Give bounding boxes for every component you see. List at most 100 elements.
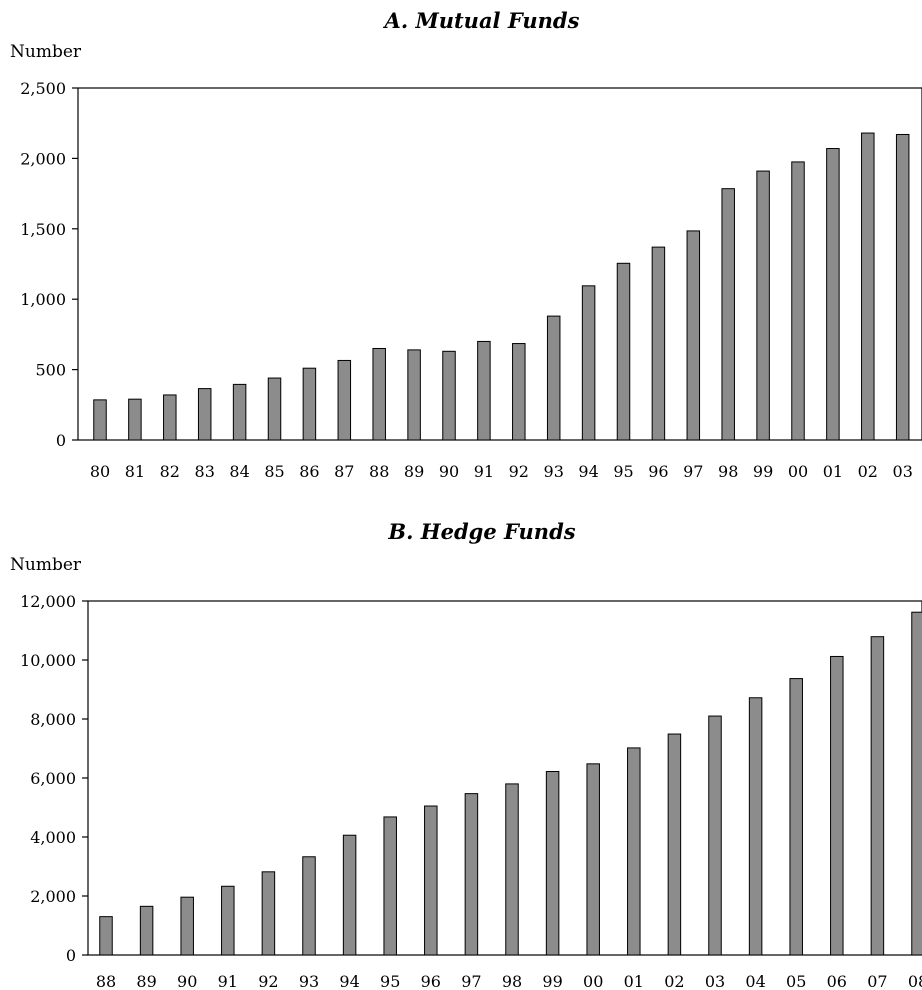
y-tick-label: 2,000 (20, 149, 66, 168)
bar (232, 383, 247, 441)
bar (407, 349, 421, 441)
bar (581, 285, 596, 441)
bar (342, 834, 357, 956)
x-tick-label: 97 (461, 972, 481, 990)
x-tick-label: 04 (745, 972, 765, 990)
x-tick-label: 08 (908, 972, 922, 990)
x-tick-label: 88 (369, 462, 389, 481)
x-tick-label: 97 (683, 462, 703, 481)
y-tick-label: 500 (35, 361, 66, 380)
bar (616, 262, 631, 441)
bar (686, 230, 701, 441)
bar (861, 132, 875, 441)
bar (197, 388, 212, 441)
y-tick-label: 12,000 (20, 592, 76, 611)
y-tick-label: 1,000 (20, 290, 66, 309)
chart-mutual-funds: A. Mutual Funds Number 0 500 1,000 1,500 2,0… (10, 8, 922, 481)
x-tick-label: 00 (583, 972, 603, 990)
x-tick-label: 83 (195, 462, 215, 481)
y-tick-label: 6,000 (30, 769, 76, 788)
x-tick-label: 98 (502, 972, 522, 990)
x-tick-label: 00 (788, 462, 808, 481)
y-axis-label: Number (10, 555, 82, 575)
chart-hedge-funds: B. Hedge Funds Number 0 2,000 4,000 6,000 8,… (10, 519, 922, 990)
bar (789, 678, 803, 956)
bar (870, 636, 885, 956)
bar (383, 816, 397, 956)
x-tick-label: 82 (160, 462, 180, 481)
plot-frame (77, 87, 922, 441)
x-tick-label: 01 (823, 462, 843, 481)
bar (442, 350, 456, 441)
bar (302, 367, 317, 441)
x-tick-label: 99 (542, 972, 562, 990)
bar (721, 188, 735, 441)
bar (221, 885, 235, 956)
bar (748, 697, 763, 956)
x-tick-label: 91 (474, 462, 494, 481)
bar (99, 916, 113, 956)
bar (163, 394, 177, 441)
x-tick-label: 94 (339, 972, 359, 990)
bar (302, 856, 316, 956)
x-tick-label: 92 (509, 462, 529, 481)
x-tick-label: 89 (404, 462, 424, 481)
bar (895, 133, 910, 441)
bar (546, 315, 561, 441)
bar (261, 871, 276, 956)
bar (911, 611, 922, 956)
bar (139, 905, 154, 956)
bar (512, 343, 526, 441)
x-tick-label: 80 (90, 462, 110, 481)
x-tick-label: 02 (664, 972, 684, 990)
x-tick-label: 86 (299, 462, 319, 481)
x-tick-label: 03 (705, 972, 725, 990)
bar (337, 359, 352, 441)
bar (826, 148, 840, 441)
bar (372, 347, 386, 441)
x-tick-label: 02 (858, 462, 878, 481)
bar (267, 377, 282, 441)
bar (464, 793, 479, 956)
y-tick-label: 2,000 (30, 887, 76, 906)
y-axis-label: Number (10, 42, 82, 62)
x-tick-label: 06 (827, 972, 847, 990)
x-tick-label: 96 (421, 972, 441, 990)
x-tick-label: 03 (893, 462, 913, 481)
x-tick-label: 90 (177, 972, 197, 990)
bar (667, 733, 682, 956)
bar (586, 763, 600, 956)
x-tick-label: 87 (334, 462, 354, 481)
bar (477, 340, 491, 441)
bar (545, 771, 560, 956)
x-tick-label: 99 (753, 462, 773, 481)
x-tick-label: 93 (544, 462, 564, 481)
bar (424, 805, 438, 956)
bar (505, 783, 519, 956)
y-tick-label: 0 (66, 946, 76, 965)
x-tick-label: 07 (867, 972, 887, 990)
x-tick-label: 84 (229, 462, 249, 481)
x-tick-label: 98 (718, 462, 738, 481)
bar (128, 398, 142, 441)
bar (651, 246, 666, 441)
y-tick-label: 4,000 (30, 828, 76, 847)
y-tick-label: 2,500 (20, 79, 66, 98)
x-tick-label: 90 (439, 462, 459, 481)
x-tick-label: 92 (258, 972, 278, 990)
bar (756, 170, 770, 441)
y-tick-label: 1,500 (20, 220, 66, 239)
y-tick-label: 8,000 (30, 710, 76, 729)
x-tick-label: 91 (218, 972, 238, 990)
bar (93, 399, 107, 441)
x-tick-label: 01 (624, 972, 644, 990)
bar (830, 655, 844, 956)
x-tick-label: 95 (380, 972, 400, 990)
bar (708, 715, 722, 956)
x-tick-label: 85 (264, 462, 284, 481)
x-tick-label: 93 (299, 972, 319, 990)
x-tick-label: 95 (613, 462, 633, 481)
x-tick-label: 94 (578, 462, 598, 481)
x-tick-label: 89 (136, 972, 156, 990)
y-tick-label: 0 (56, 431, 66, 450)
